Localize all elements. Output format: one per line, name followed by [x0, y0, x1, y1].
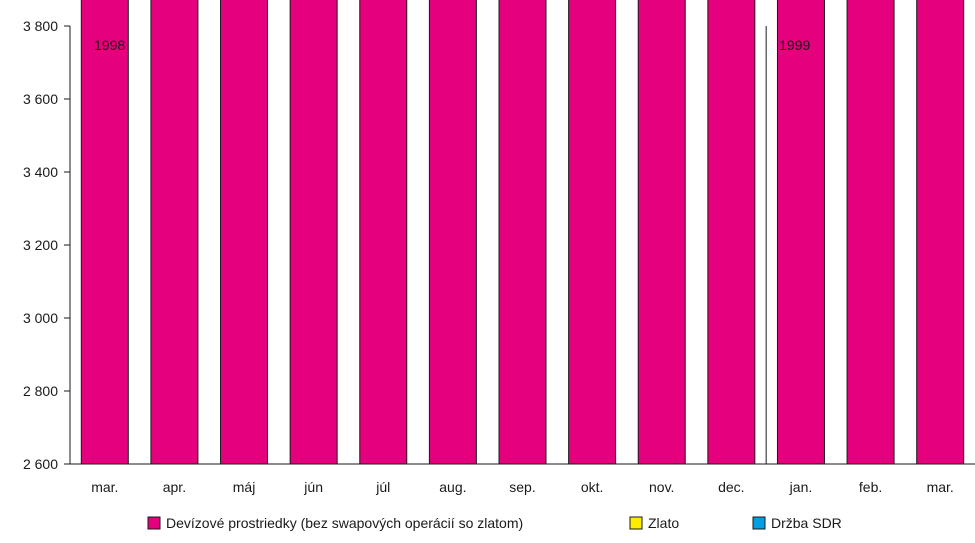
year-label-1998: 1998	[94, 37, 125, 53]
x-tick-label: mar.	[91, 479, 118, 495]
bar-segment-deviza	[150, 0, 199, 465]
x-tick-label: mar.	[927, 479, 954, 495]
legend: Devízové prostriedky (bez swapových oper…	[147, 515, 842, 531]
bars	[80, 0, 965, 465]
bar-segment-deviza	[776, 0, 825, 465]
bar-segment-deviza	[428, 0, 477, 465]
bar-segment-deviza	[289, 0, 338, 465]
bar-segment-deviza	[637, 0, 686, 465]
legend-label: Devízové prostriedky (bez swapových oper…	[166, 515, 523, 531]
y-tick-label: 2 800	[23, 383, 58, 399]
bar-segment-deviza	[916, 0, 965, 465]
x-tick-label: júl	[375, 479, 390, 495]
x-tick-label: sep.	[509, 479, 535, 495]
bar-segment-deviza	[498, 0, 547, 465]
y-tick-label: 3 000	[23, 310, 58, 326]
legend-label: Držba SDR	[771, 515, 842, 531]
bar-segment-deviza	[846, 0, 895, 465]
x-tick-label: máj	[233, 479, 256, 495]
legend-swatch	[752, 516, 766, 530]
bar-segment-deviza	[80, 0, 129, 465]
x-tick-label: jún	[303, 479, 323, 495]
y-tick-label: 3 800	[23, 18, 58, 34]
x-tick-label: okt.	[581, 479, 604, 495]
legend-swatch	[147, 516, 161, 530]
x-tick-label: aug.	[439, 479, 466, 495]
y-tick-label: 3 400	[23, 164, 58, 180]
legend-label: Zlato	[648, 515, 679, 531]
x-tick-label: jan.	[789, 479, 813, 495]
bar-segment-deviza	[568, 0, 617, 465]
y-tick-label: 3 200	[23, 237, 58, 253]
y-tick-label: 2 600	[23, 456, 58, 472]
year-label-1999: 1999	[779, 37, 810, 53]
x-tick-label: dec.	[718, 479, 744, 495]
y-tick-label: 3 600	[23, 91, 58, 107]
legend-swatch	[629, 516, 643, 530]
bar-segment-deviza	[220, 0, 269, 465]
x-tick-label: feb.	[859, 479, 882, 495]
bar-segment-deviza	[707, 0, 756, 465]
labels: 2 600 2 800 3 000 3 200 3 400 3 600 3 800 mar. a…	[23, 18, 954, 495]
bar-segment-deviza	[359, 0, 408, 465]
x-tick-label: apr.	[163, 479, 186, 495]
x-tick-label: nov.	[649, 479, 674, 495]
